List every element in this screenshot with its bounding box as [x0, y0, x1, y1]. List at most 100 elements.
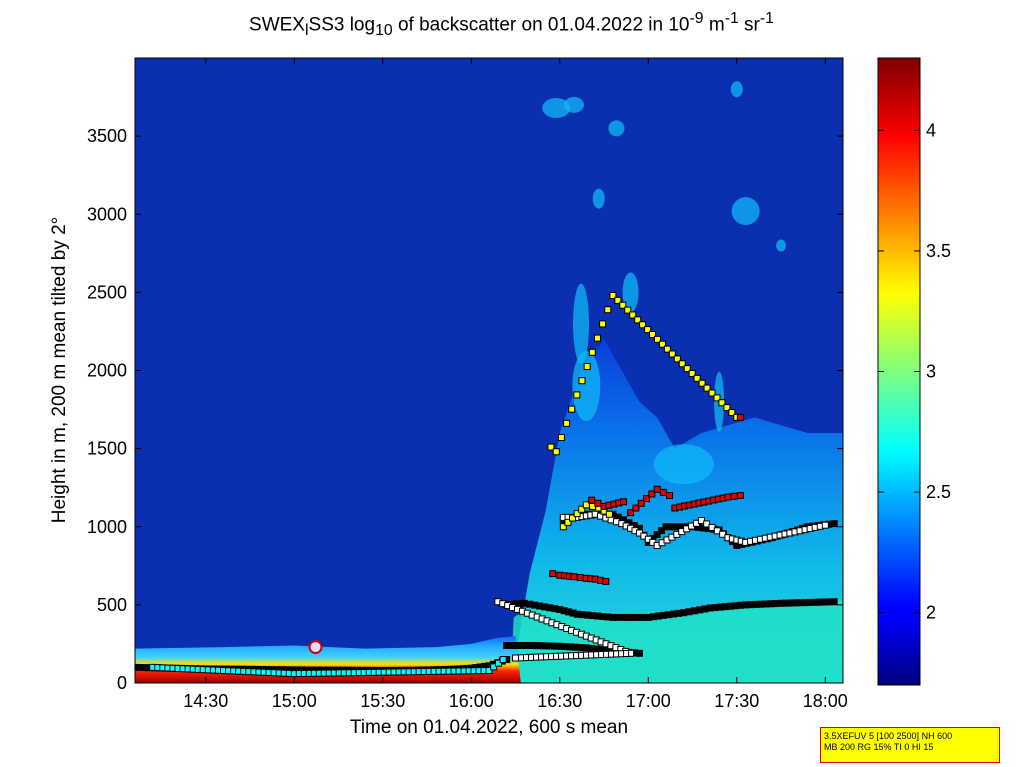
cloud-patch: [730, 81, 743, 98]
data-marker: [588, 496, 596, 504]
chart-title: SWEXlSS3 log10 of backscatter on 01.04.2…: [249, 10, 774, 40]
data-marker: [673, 355, 681, 363]
data-marker: [490, 663, 498, 671]
cloud-patch: [622, 272, 639, 313]
data-marker: [549, 570, 557, 578]
y-tick-label: 1500: [87, 439, 127, 459]
data-marker: [614, 296, 622, 304]
data-marker: [668, 350, 676, 358]
data-marker: [578, 505, 586, 513]
cloud-patch: [563, 96, 584, 113]
data-marker: [602, 577, 610, 585]
cloud-patch: [542, 98, 571, 118]
data-marker: [605, 510, 613, 518]
data-marker: [643, 495, 651, 503]
y-tick-label: 2000: [87, 361, 127, 381]
x-tick-label: 14:30: [183, 691, 228, 711]
info-line-1: 3.5XEFUV 5 [100 2500] NH 600: [824, 731, 953, 741]
y-tick-label: 1000: [87, 517, 127, 537]
data-marker: [718, 399, 726, 407]
colorbar-tick-label: 2: [926, 603, 936, 623]
data-marker: [730, 492, 738, 500]
data-marker: [576, 574, 584, 582]
data-marker: [713, 394, 721, 402]
data-marker: [570, 573, 578, 581]
data-marker: [658, 527, 666, 535]
data-marker: [578, 377, 586, 385]
y-tick-label: 3000: [87, 204, 127, 224]
data-marker: [666, 492, 674, 499]
data-marker: [563, 419, 571, 427]
data-marker: [724, 493, 732, 501]
x-tick-label: 17:30: [714, 691, 759, 711]
data-marker: [821, 521, 829, 529]
colorbar-tick-label: 2.5: [926, 482, 951, 502]
x-tick-label: 16:00: [449, 691, 494, 711]
data-marker: [703, 384, 711, 392]
colorbar: [877, 57, 921, 686]
data-marker: [583, 363, 591, 371]
data-marker: [654, 335, 662, 343]
cloud-patch: [608, 120, 625, 137]
data-marker: [609, 292, 617, 299]
data-marker: [627, 509, 635, 517]
boundary-layer-region: [510, 600, 843, 683]
data-marker: [658, 340, 666, 348]
data-marker: [736, 492, 744, 499]
data-marker: [620, 498, 628, 506]
data-marker: [557, 434, 565, 442]
data-marker: [624, 306, 632, 314]
x-tick-label: 15:00: [272, 691, 317, 711]
cloud-region: [515, 339, 843, 683]
data-marker: [619, 301, 627, 309]
data-marker: [663, 345, 671, 353]
data-marker: [588, 348, 596, 356]
data-marker: [649, 331, 657, 338]
data-marker: [494, 659, 502, 667]
data-marker: [485, 667, 493, 674]
data-marker: [635, 649, 643, 657]
cloud-patch: [592, 188, 605, 209]
colorbar-tick-label: 4: [926, 120, 936, 140]
data-marker: [559, 523, 567, 531]
data-marker: [659, 488, 667, 496]
data-marker: [499, 656, 507, 664]
data-marker: [547, 443, 555, 451]
data-marker: [573, 510, 581, 518]
data-marker: [708, 389, 716, 397]
data-marker: [678, 360, 686, 368]
cloud-patch: [653, 444, 714, 485]
data-marker: [653, 531, 661, 539]
x-tick-label: 17:00: [626, 691, 671, 711]
data-marker: [693, 374, 701, 382]
data-marker: [830, 598, 838, 606]
y-tick-label: 2500: [87, 282, 127, 302]
data-marker: [736, 413, 744, 421]
cloud-patch: [572, 351, 601, 422]
x-tick-label: 18:00: [803, 691, 848, 711]
cloud-patch: [731, 197, 760, 226]
marker-outlier: [308, 640, 323, 655]
colorbar-tick-label: 3: [926, 362, 936, 382]
colorbar-tick-label: 3.5: [926, 241, 951, 261]
data-marker: [552, 448, 560, 456]
data-marker: [653, 485, 661, 493]
y-tick-label: 500: [97, 595, 127, 615]
data-marker: [637, 499, 645, 507]
y-axis-label: Height in m, 200 m mean tilted by 2°: [49, 216, 70, 524]
data-marker: [593, 334, 601, 342]
y-tick-label: 3500: [87, 126, 127, 146]
data-marker: [599, 320, 607, 328]
info-line-2: MB 200 RG 15% TI 0 HI 15: [824, 742, 934, 752]
data-marker: [512, 654, 520, 662]
data-marker: [648, 490, 656, 498]
data-marker: [629, 311, 637, 319]
processing-info-box: 3.5XEFUV 5 [100 2500] NH 600 MB 200 RG 1…: [820, 727, 1000, 763]
data-marker: [632, 504, 640, 512]
data-marker: [728, 409, 736, 416]
x-axis-label: Time on 01.04.2022, 600 s mean: [349, 717, 629, 738]
data-marker: [604, 306, 612, 314]
data-marker: [573, 391, 581, 399]
x-tick-label: 15:30: [360, 691, 405, 711]
data-marker: [569, 514, 577, 522]
